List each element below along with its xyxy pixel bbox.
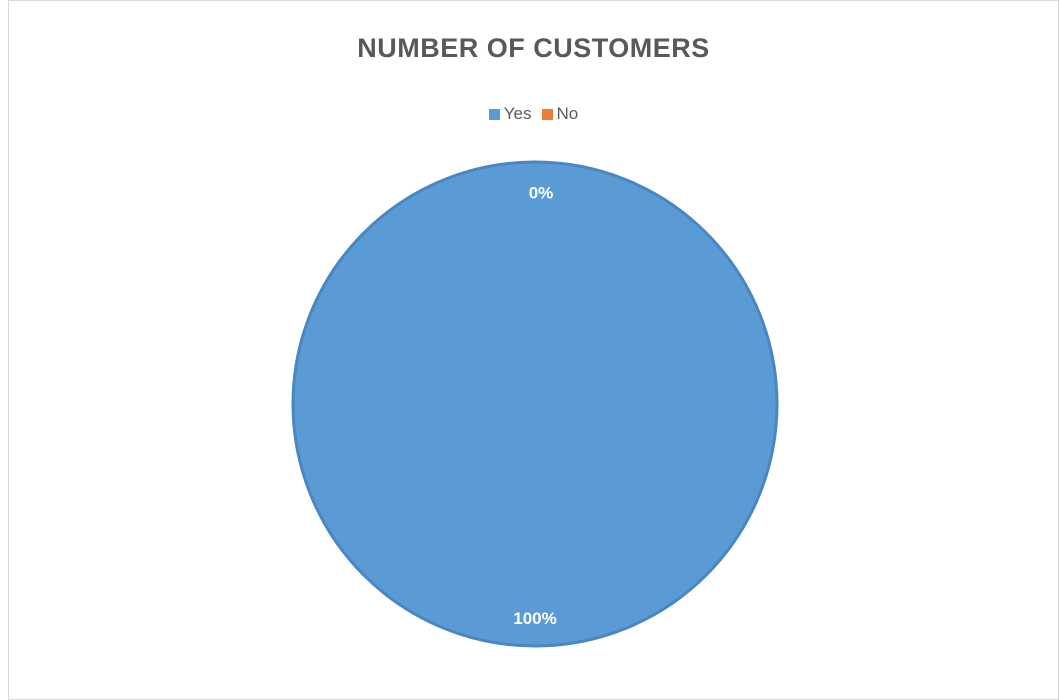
legend-swatch-yes	[488, 108, 500, 120]
legend-item-no: No	[541, 104, 579, 124]
pie-slices	[291, 160, 779, 648]
data-label-no: 0%	[529, 183, 554, 202]
legend-swatch-no	[541, 108, 553, 120]
legend-label-no: No	[556, 104, 579, 123]
data-label-yes: 100%	[513, 609, 556, 628]
legend-item-yes: Yes	[488, 104, 532, 124]
chart-title: NUMBER OF CUSTOMERS	[357, 33, 710, 63]
pie-chart: 100% 0%	[291, 160, 779, 648]
pie-data-labels: 100% 0%	[513, 183, 556, 628]
legend: Yes No	[9, 104, 1058, 124]
pie-slice-yes	[291, 160, 779, 648]
legend-label-yes: Yes	[503, 104, 532, 123]
